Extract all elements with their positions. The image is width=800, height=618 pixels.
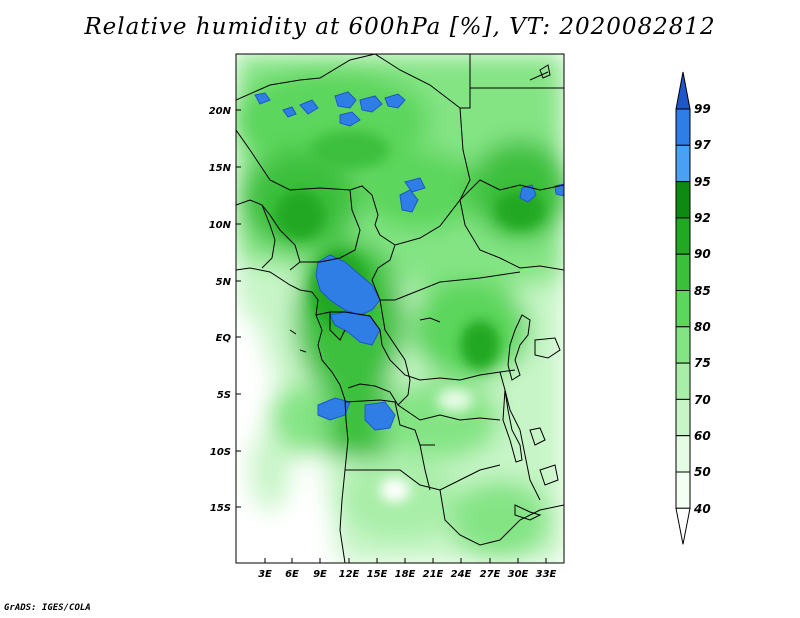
footer-credit: GrADS: IGES/COLA <box>4 603 91 613</box>
colorbar-label: 97 <box>694 138 711 152</box>
x-tick-label: 27E <box>480 569 501 580</box>
colorbar-label: 99 <box>694 102 711 116</box>
x-tick-label: 18E <box>395 569 416 580</box>
y-tick-label: 10S <box>210 447 231 458</box>
colorbar-label: 75 <box>694 356 711 370</box>
colorbar-label: 95 <box>694 175 711 189</box>
y-tick-label: 15S <box>210 503 231 514</box>
colorbar-label: 60 <box>694 429 711 443</box>
colorbar-arrow-top <box>675 71 691 110</box>
colorbar-swatch <box>675 435 691 473</box>
colorbar-label: 90 <box>694 247 711 261</box>
colorbar-swatch <box>675 326 691 364</box>
x-tick-label: 6E <box>285 569 299 580</box>
colorbar-swatch <box>675 362 691 400</box>
y-tick-label: EQ <box>216 333 232 344</box>
colorbar-label: 80 <box>694 320 711 334</box>
y-tick-label: 10N <box>209 220 232 231</box>
y-tick-label: 20N <box>209 106 232 117</box>
colorbar-label: 50 <box>694 465 711 479</box>
y-tick-label: 5N <box>216 277 232 288</box>
x-tick-label: 24E <box>451 569 472 580</box>
x-tick-label: 33E <box>536 569 557 580</box>
colorbar-arrow-bottom <box>675 507 691 545</box>
y-tick-label: 5S <box>217 390 231 401</box>
x-tick-label: 9E <box>313 569 327 580</box>
colorbar-swatch <box>675 108 691 146</box>
colorbar-swatch <box>675 253 691 291</box>
colorbar <box>675 71 691 545</box>
y-tick-label: 15N <box>209 163 232 174</box>
colorbar-swatch <box>675 398 691 437</box>
x-tick-label: 12E <box>339 569 360 580</box>
colorbar-label: 40 <box>693 502 711 516</box>
colorbar-label: 92 <box>694 211 711 225</box>
colorbar-swatch <box>675 290 691 328</box>
colorbar-swatch <box>675 471 691 509</box>
x-tick-label: 30E <box>508 569 529 580</box>
colorbar-label: 70 <box>694 393 711 407</box>
colorbar-swatch <box>675 144 691 183</box>
humidity-field <box>236 54 564 563</box>
x-tick-label: 21E <box>423 569 444 580</box>
colorbar-swatch <box>675 181 691 219</box>
x-tick-label: 15E <box>367 569 388 580</box>
map-frame <box>235 53 565 564</box>
x-tick-label: 3E <box>258 569 272 580</box>
map-title: Relative humidity at 600hPa [%], VT: 202… <box>84 14 716 40</box>
colorbar-swatch <box>675 217 691 255</box>
colorbar-label: 85 <box>694 284 711 298</box>
